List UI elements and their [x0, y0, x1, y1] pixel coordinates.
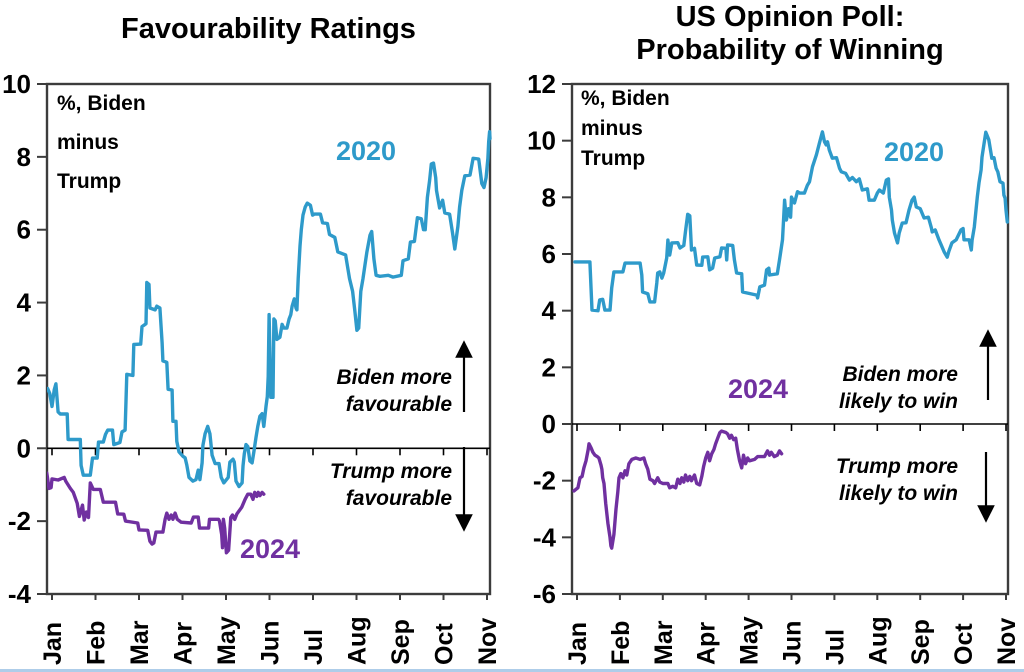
opinion-poll-month-label: Sep — [907, 619, 935, 665]
opinion-poll-y-tick-label: 0 — [542, 409, 556, 439]
opinion-poll-month-label: Nov — [993, 618, 1021, 665]
left-series-label-2020: 2020 — [336, 136, 397, 166]
right-panel-title: US Opinion Poll: Probability of Winning — [636, 1, 944, 66]
favourability-y-tick-label: -4 — [8, 579, 32, 609]
favourability-month-label: Mar — [126, 620, 154, 665]
right-annotation-trump: Trump more likely to win — [835, 455, 958, 505]
left-series-label-2024: 2024 — [240, 534, 301, 564]
favourability-month-label: Sep — [387, 619, 415, 665]
favourability-month-label: Apr — [170, 622, 198, 665]
favourability-month-label: Oct — [431, 623, 459, 665]
favourability-series-2020-line — [47, 129, 492, 489]
favourability-y-tick-label: -2 — [8, 506, 31, 536]
opinion-poll-month-label: Apr — [693, 622, 721, 665]
favourability-month-label: Jun — [257, 621, 285, 665]
favourability-month-label: Feb — [83, 621, 111, 665]
right-unit-note: %, Biden minus Trump — [581, 87, 670, 170]
opinion-poll-month-label: Jun — [779, 621, 807, 665]
opinion-poll-month-label: May — [736, 616, 764, 665]
favourability-month-label: Nov — [474, 618, 502, 665]
opinion-poll-month-label: Feb — [607, 621, 635, 665]
left-annotation-trump: Trump more favourable — [329, 460, 452, 510]
opinion-poll-y-tick-label: 4 — [542, 296, 557, 326]
right-series-label-2020: 2020 — [884, 137, 945, 167]
bottom-accent-bar — [0, 669, 1024, 672]
left-panel-title: Favourability Ratings — [121, 13, 416, 45]
favourability-y-tick-label: 8 — [17, 142, 31, 172]
opinion-poll-series-2024-line — [572, 429, 784, 550]
opinion-poll-y-tick-label: -2 — [533, 466, 556, 496]
left-unit-note: %, Biden minus Trump — [57, 92, 146, 193]
left-annotation-biden: Biden more favourable — [336, 366, 452, 416]
opinion-poll-month-label: Jul — [821, 629, 849, 665]
favourability-series-2024-line — [47, 471, 266, 555]
opinion-poll-month-label: Jan — [564, 622, 592, 665]
favourability-month-label: Jan — [39, 622, 67, 665]
favourability-month-label: Jul — [300, 629, 328, 665]
opinion-poll-month-label: Mar — [650, 620, 678, 665]
opinion-poll-series-2020-line — [573, 130, 1009, 313]
opinion-poll-month-label: Aug — [864, 616, 892, 665]
favourability-y-tick-label: 10 — [2, 69, 31, 99]
opinion-poll-plot-border — [570, 82, 1010, 596]
opinion-poll-y-tick-label: 2 — [542, 352, 556, 382]
opinion-poll-y-tick-label: 6 — [542, 239, 556, 269]
favourability-y-tick-label: 6 — [17, 215, 31, 245]
opinion-poll-y-tick-label: -4 — [533, 522, 557, 552]
favourability-y-tick-label: 0 — [17, 433, 31, 463]
opinion-poll-y-tick-label: 8 — [542, 182, 556, 212]
favourability-y-tick-label: 4 — [17, 288, 32, 318]
opinion-poll-month-label: Oct — [950, 623, 978, 665]
favourability-y-tick-label: 2 — [17, 360, 31, 390]
favourability-month-label: May — [213, 616, 241, 665]
opinion-poll-y-tick-label: -6 — [533, 579, 556, 609]
favourability-month-label: Aug — [344, 616, 372, 665]
opinion-poll-y-tick-label: 12 — [527, 69, 556, 99]
right-series-label-2024: 2024 — [728, 374, 789, 404]
right-annotation-biden: Biden more likely to win — [838, 363, 958, 413]
opinion-poll-y-tick-label: 10 — [527, 126, 556, 156]
